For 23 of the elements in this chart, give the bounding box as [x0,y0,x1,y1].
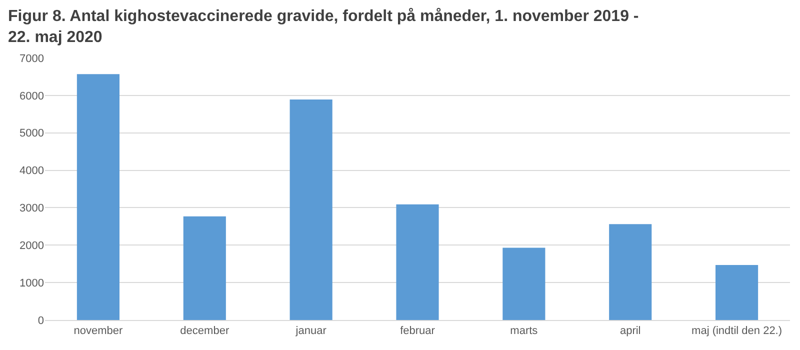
y-tick-label: 4000 [20,165,44,178]
x-tick-label: november [74,325,123,338]
y-tick-label: 0 [38,314,44,327]
x-tick-label: april [620,325,641,338]
bar [290,100,332,320]
x-tick-label: december [180,325,230,338]
x-tick-label: januar [294,325,327,338]
x-tick-label: marts [510,325,538,338]
x-tick-label: februar [400,325,436,338]
y-tick-label: 3000 [20,202,44,215]
y-tick-label: 6000 [20,90,44,102]
bar [396,204,439,320]
bar [502,248,546,320]
y-tick-label: 7000 [20,52,44,65]
y-tick-label: 5000 [20,128,44,140]
bar [609,224,652,320]
x-tick-label: maj (indtil den 22.) [692,325,782,338]
bar [716,264,758,320]
chart-title: Figur 8. Antal kighostevaccinerede gravide, fordelt på måneder, 1. november 2019 - 22. maj 2020 [8,7,639,46]
y-tick-label: 2000 [20,240,44,252]
bar [183,216,226,320]
y-tick-label: 1000 [20,277,44,290]
bar [76,74,120,320]
